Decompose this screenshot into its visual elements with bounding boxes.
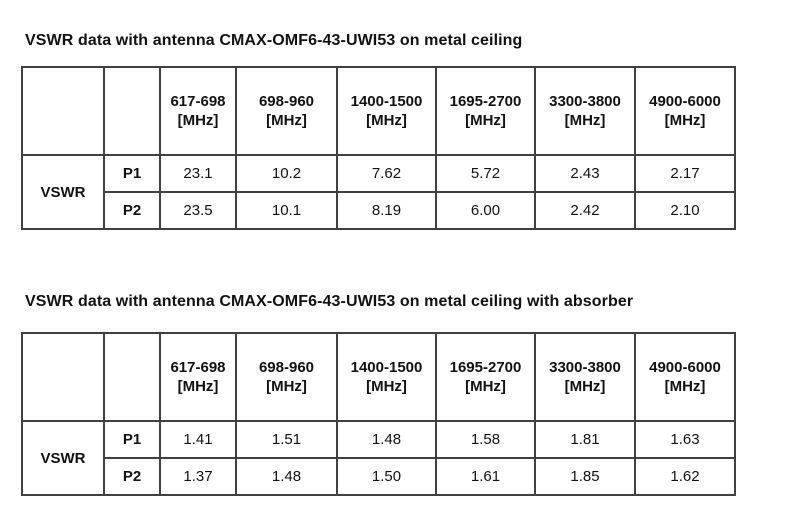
- frequency-unit-label: [MHz]: [177, 112, 219, 129]
- frequency-range-label: 1695-2700: [449, 93, 522, 110]
- row-header-port-p2: P2: [103, 457, 161, 496]
- corner-cell-empty: [21, 332, 105, 422]
- vswr-value-cell: 8.19: [336, 191, 437, 230]
- corner-cell-empty: [21, 66, 105, 156]
- frequency-range-label: 1695-2700: [449, 359, 522, 376]
- frequency-range-label: 698-960: [258, 93, 315, 110]
- vswr-value-cell: 1.37: [159, 457, 237, 496]
- column-header-1695-2700: 1695-2700 [MHz]: [435, 66, 536, 156]
- vswr-value-cell: 1.63: [634, 420, 736, 459]
- frequency-unit-label: [MHz]: [564, 112, 606, 129]
- table-title-metal-ceiling-absorber: VSWR data with antenna CMAX-OMF6-43-UWI5…: [25, 293, 634, 310]
- vswr-value-cell: 1.51: [235, 420, 338, 459]
- frequency-range-label: 698-960: [258, 359, 315, 376]
- frequency-unit-label: [MHz]: [366, 378, 407, 395]
- corner-cell-empty: [103, 66, 161, 156]
- vswr-value-cell: 5.72: [435, 154, 536, 193]
- frequency-range-label: 4900-6000: [649, 359, 721, 376]
- column-header-3300-3800: 3300-3800 [MHz]: [534, 66, 636, 156]
- frequency-unit-label: [MHz]: [366, 112, 407, 129]
- frequency-unit-label: [MHz]: [664, 378, 706, 395]
- column-header-617-698: 617-698 [MHz]: [159, 332, 237, 422]
- vswr-value-cell: 10.1: [235, 191, 338, 230]
- table-row-p2: P2 1.37 1.48 1.50 1.61 1.85 1.62: [22, 457, 736, 496]
- vswr-value-cell: 23.1: [159, 154, 237, 193]
- vswr-value-cell: 1.85: [534, 457, 636, 496]
- vswr-value-cell: 1.48: [235, 457, 338, 496]
- vswr-value-cell: 1.61: [435, 457, 536, 496]
- column-header-3300-3800: 3300-3800 [MHz]: [534, 332, 636, 422]
- table-header-row: 617-698 [MHz] 698-960 [MHz] 1400-1500 [M…: [21, 332, 736, 422]
- column-header-1400-1500: 1400-1500 [MHz]: [336, 66, 437, 156]
- frequency-unit-label: [MHz]: [664, 112, 706, 129]
- frequency-unit-label: [MHz]: [266, 378, 307, 395]
- column-header-4900-6000: 4900-6000 [MHz]: [634, 332, 736, 422]
- frequency-range-label: 3300-3800: [549, 93, 621, 110]
- row-group-label-vswr: VSWR: [21, 154, 105, 230]
- column-header-1695-2700: 1695-2700 [MHz]: [435, 332, 536, 422]
- vswr-value-cell: 1.50: [336, 457, 437, 496]
- frequency-unit-label: [MHz]: [564, 378, 606, 395]
- column-header-617-698: 617-698 [MHz]: [159, 66, 237, 156]
- column-header-698-960: 698-960 [MHz]: [235, 332, 338, 422]
- vswr-value-cell: 23.5: [159, 191, 237, 230]
- row-header-port-p1: P1: [103, 420, 161, 459]
- frequency-range-label: 4900-6000: [649, 93, 721, 110]
- vswr-value-cell: 1.48: [336, 420, 437, 459]
- vswr-value-cell: 2.17: [634, 154, 736, 193]
- column-header-1400-1500: 1400-1500 [MHz]: [336, 332, 437, 422]
- vswr-value-cell: 2.42: [534, 191, 636, 230]
- frequency-range-label: 1400-1500: [350, 359, 423, 376]
- frequency-range-label: 1400-1500: [350, 93, 423, 110]
- vswr-value-cell: 6.00: [435, 191, 536, 230]
- column-header-4900-6000: 4900-6000 [MHz]: [634, 66, 736, 156]
- vswr-value-cell: 2.43: [534, 154, 636, 193]
- frequency-unit-label: [MHz]: [465, 112, 506, 129]
- table-row-p1: VSWR P1 23.1 10.2 7.62 5.72 2.43 2.17: [21, 154, 736, 230]
- frequency-range-label: 617-698: [170, 359, 226, 376]
- table-title-metal-ceiling: VSWR data with antenna CMAX-OMF6-43-UWI5…: [25, 32, 523, 49]
- vswr-value-cell: 7.62: [336, 154, 437, 193]
- vswr-value-cell: 2.10: [634, 191, 736, 230]
- corner-cell-empty: [103, 332, 161, 422]
- vswr-value-cell: 10.2: [235, 154, 338, 193]
- vswr-value-cell: 1.41: [159, 420, 237, 459]
- column-header-698-960: 698-960 [MHz]: [235, 66, 338, 156]
- vswr-table-metal-ceiling-absorber: 617-698 [MHz] 698-960 [MHz] 1400-1500 [M…: [21, 332, 736, 496]
- frequency-unit-label: [MHz]: [465, 378, 506, 395]
- vswr-table-metal-ceiling: 617-698 [MHz] 698-960 [MHz] 1400-1500 [M…: [21, 66, 736, 230]
- vswr-value-cell: 1.62: [634, 457, 736, 496]
- vswr-value-cell: 1.81: [534, 420, 636, 459]
- frequency-range-label: 617-698: [170, 93, 226, 110]
- frequency-unit-label: [MHz]: [266, 112, 307, 129]
- row-group-label-vswr: VSWR: [21, 420, 105, 496]
- table-row-p1: VSWR P1 1.41 1.51 1.48 1.58 1.81 1.63: [21, 420, 736, 496]
- row-header-port-p1: P1: [103, 154, 161, 193]
- frequency-unit-label: [MHz]: [177, 378, 219, 395]
- table-row-p2: P2 23.5 10.1 8.19 6.00 2.42 2.10: [22, 191, 736, 230]
- frequency-range-label: 3300-3800: [549, 359, 621, 376]
- vswr-value-cell: 1.58: [435, 420, 536, 459]
- row-header-port-p2: P2: [103, 191, 161, 230]
- table-header-row: 617-698 [MHz] 698-960 [MHz] 1400-1500 [M…: [21, 66, 736, 156]
